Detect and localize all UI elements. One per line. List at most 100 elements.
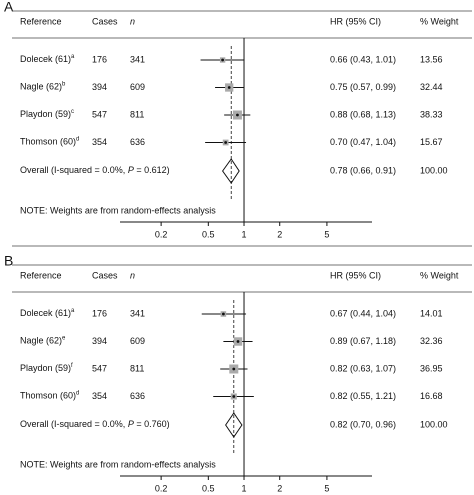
column-header: % Weight <box>420 16 459 26</box>
forest-panel: A Reference Cases n HR (95% CI) % Weight Dolec… <box>4 0 472 247</box>
point-estimate <box>221 312 225 316</box>
x-tick-label: 0.5 <box>202 483 215 493</box>
point-estimate <box>221 58 225 62</box>
cases-value: 354 <box>92 137 107 147</box>
point-estimate <box>236 340 240 343</box>
study-superscript: c <box>71 109 74 115</box>
n-value: 636 <box>130 137 145 147</box>
column-header: HR (95% CI) <box>330 16 381 26</box>
n-value: 341 <box>130 308 145 318</box>
study-label: Dolecek (61)a <box>20 54 75 65</box>
x-tick-label: 0.2 <box>155 483 168 493</box>
hr-label: 0.66 (0.43, 1.01) <box>330 54 396 64</box>
study-name: Playdon (59) <box>20 363 71 373</box>
weight-label: 32.44 <box>420 82 443 92</box>
overall-text: Overall (I-squared = 0.0%, <box>20 419 128 429</box>
study-label: Playdon (59)c <box>20 109 74 120</box>
study-name: Nagle (62) <box>20 82 62 92</box>
study-label: Playdon (59)f <box>20 363 73 374</box>
study-name: Thomson (60) <box>20 137 76 147</box>
study-superscript: a <box>71 308 75 314</box>
study-superscript: d <box>76 136 79 142</box>
cases-value: 176 <box>92 308 107 318</box>
x-tick-label: 0.2 <box>155 229 168 239</box>
hr-label: 0.70 (0.47, 1.04) <box>330 137 396 147</box>
x-tick-label: 0.5 <box>202 229 215 239</box>
hr-label: 0.89 (0.67, 1.18) <box>330 336 396 346</box>
x-tick-label: 2 <box>277 483 282 493</box>
point-estimate <box>232 367 236 371</box>
study-superscript: b <box>62 81 66 87</box>
weight-label: 32.36 <box>420 336 443 346</box>
p-text: = 0.760) <box>134 419 170 429</box>
column-header: Cases <box>92 16 118 26</box>
n-value: 636 <box>130 391 145 401</box>
weight-label: 13.56 <box>420 54 443 64</box>
study-label: Nagle (62)b <box>20 81 66 92</box>
study-label: Thomson (60)d <box>20 136 79 147</box>
overall-weight-label: 100.00 <box>420 165 448 175</box>
point-estimate <box>236 113 239 117</box>
overall-text: Overall (I-squared = 0.0%, <box>20 165 128 175</box>
cases-value: 176 <box>92 54 107 64</box>
study-label: Nagle (62)e <box>20 335 66 346</box>
study-name: Dolecek (61) <box>20 308 71 318</box>
n-value: 811 <box>130 109 144 119</box>
x-tick-label: 5 <box>324 229 329 239</box>
study-label: Dolecek (61)a <box>20 308 75 319</box>
n-value: 609 <box>130 82 145 92</box>
point-estimate <box>224 141 228 144</box>
column-header: Reference <box>20 270 62 280</box>
weight-label: 14.01 <box>420 308 443 318</box>
study-name: Thomson (60) <box>20 391 76 401</box>
column-header: n <box>130 16 135 26</box>
cases-value: 394 <box>92 82 107 92</box>
column-header: Cases <box>92 270 118 280</box>
column-header: % Weight <box>420 270 459 280</box>
study-name: Playdon (59) <box>20 109 71 119</box>
hr-label: 0.82 (0.55, 1.21) <box>330 391 396 401</box>
column-header: n <box>130 270 135 280</box>
cases-value: 354 <box>92 391 107 401</box>
overall-hr-label: 0.82 (0.70, 0.96) <box>330 419 396 429</box>
overall-hr-label: 0.78 (0.66, 0.91) <box>330 165 396 175</box>
study-superscript: e <box>62 335 66 341</box>
p-symbol: P <box>128 419 134 429</box>
weight-label: 36.95 <box>420 363 443 373</box>
hr-label: 0.82 (0.63, 1.07) <box>330 363 396 373</box>
p-text: = 0.612) <box>134 165 170 175</box>
panel-letter: B <box>4 253 13 269</box>
study-superscript: f <box>71 363 73 369</box>
x-tick-label: 5 <box>324 483 329 493</box>
cases-value: 547 <box>92 363 107 373</box>
weight-label: 38.33 <box>420 109 443 119</box>
point-estimate <box>232 395 236 398</box>
study-superscript: a <box>71 54 75 60</box>
column-header: HR (95% CI) <box>330 270 381 280</box>
study-superscript: d <box>76 390 79 396</box>
hr-label: 0.75 (0.57, 0.99) <box>330 82 396 92</box>
column-header: Reference <box>20 16 62 26</box>
overall-weight-label: 100.00 <box>420 419 448 429</box>
p-symbol: P <box>128 165 134 175</box>
x-tick-label: 1 <box>242 483 247 493</box>
x-tick-label: 1 <box>242 229 247 239</box>
hr-label: 0.67 (0.44, 1.04) <box>330 308 396 318</box>
n-value: 341 <box>130 54 145 64</box>
forest-panel: B Reference Cases n HR (95% CI) % Weight Dolec… <box>4 253 472 493</box>
study-name: Nagle (62) <box>20 336 62 346</box>
weight-label: 15.67 <box>420 137 443 147</box>
note: NOTE: Weights are from random-effects an… <box>20 459 216 469</box>
hr-label: 0.88 (0.68, 1.13) <box>330 109 396 119</box>
study-label: Thomson (60)d <box>20 390 79 401</box>
point-estimate <box>227 86 231 89</box>
weight-label: 16.68 <box>420 391 443 401</box>
n-value: 609 <box>130 336 145 346</box>
overall-label: Overall (I-squared = 0.0%, P = 0.612) <box>20 165 170 175</box>
n-value: 811 <box>130 363 144 373</box>
cases-value: 394 <box>92 336 107 346</box>
overall-diamond <box>225 412 243 438</box>
x-tick-label: 2 <box>277 229 282 239</box>
cases-value: 547 <box>92 109 107 119</box>
